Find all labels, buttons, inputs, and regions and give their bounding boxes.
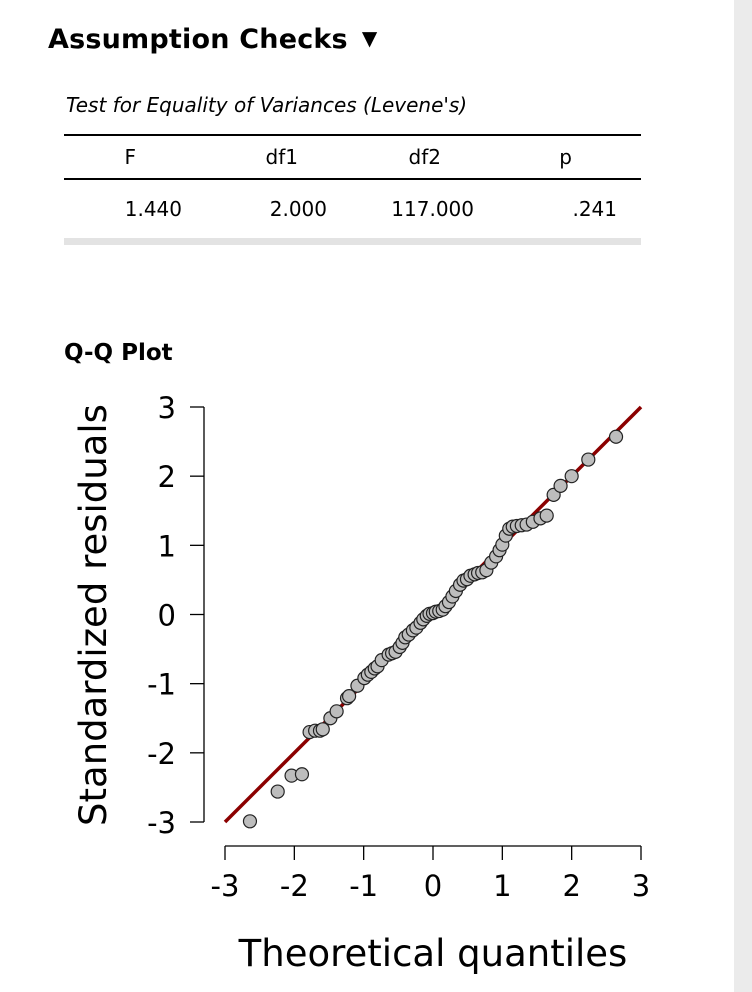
data-point — [315, 722, 330, 737]
data-point — [581, 452, 596, 467]
scrollbar-track[interactable] — [734, 0, 752, 992]
cell-p: .241 — [572, 197, 617, 221]
plot-title: Q-Q Plot — [64, 340, 173, 366]
levene-header-row: F df1 df2 p — [64, 136, 641, 180]
y-tick-label: 1 — [158, 529, 176, 563]
levene-data-row: 1.440 2.000 117.000 .241 — [64, 180, 641, 245]
col-header-p: p — [559, 145, 572, 169]
section-title: Assumption Checks — [48, 24, 348, 55]
levene-table-caption: Test for Equality of Variances (Levene's… — [66, 93, 468, 117]
data-point — [329, 704, 344, 719]
levene-table: F df1 df2 p 1.440 2.000 117.000 .241 — [64, 134, 641, 245]
y-tick-label: 2 — [158, 460, 176, 494]
x-tick-label: 3 — [632, 869, 650, 903]
y-tick-label: -3 — [147, 806, 176, 840]
y-tick-label: -2 — [147, 737, 176, 771]
y-tick-label: -1 — [147, 668, 176, 702]
data-point — [564, 469, 579, 484]
x-tick-label: 2 — [562, 869, 580, 903]
col-header-df2: df2 — [408, 145, 441, 169]
x-tick-label: -3 — [211, 869, 240, 903]
data-point — [270, 784, 285, 799]
cell-df2: 117.000 — [391, 197, 474, 221]
x-axis-label: Theoretical quantiles — [238, 932, 628, 975]
assumption-checks-header[interactable]: Assumption Checks ▼ — [48, 24, 377, 55]
x-tick-label: -2 — [280, 869, 309, 903]
data-point — [242, 814, 258, 829]
x-tick-label: 0 — [424, 869, 442, 903]
col-header-df1: df1 — [265, 145, 298, 169]
cell-df1: 2.000 — [269, 197, 327, 221]
y-tick-label: 0 — [158, 599, 176, 633]
cell-f: 1.440 — [124, 197, 182, 221]
col-header-f: F — [124, 145, 136, 169]
data-point — [294, 767, 310, 782]
y-tick-label: 3 — [158, 391, 176, 425]
data-point — [553, 478, 568, 493]
x-tick-label: -1 — [349, 869, 378, 903]
triangle-down-icon[interactable]: ▼ — [361, 25, 378, 50]
data-point — [608, 429, 624, 444]
x-tick-label: 1 — [493, 869, 511, 903]
data-point — [539, 508, 554, 523]
y-axis-label: Standardized residuals — [72, 404, 115, 826]
data-point — [342, 689, 357, 704]
